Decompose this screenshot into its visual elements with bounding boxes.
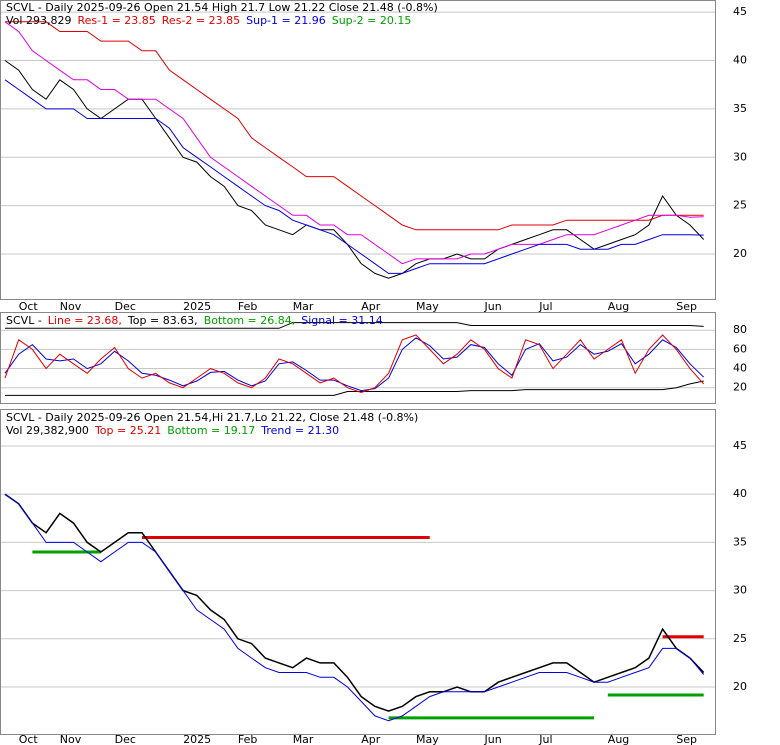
y-tick-label: 80 xyxy=(733,323,747,336)
y-tick-label: 35 xyxy=(733,102,747,115)
panel-frame xyxy=(0,312,716,404)
y-tick-label: 60 xyxy=(733,342,747,355)
header-text: Top = 25.21 xyxy=(94,424,161,437)
header-text: Top = 83.63, xyxy=(127,314,198,327)
x-tick-label: Apr xyxy=(361,300,381,313)
header-text: Bottom = 26.84, xyxy=(204,314,296,327)
x-tick-label: May xyxy=(416,733,439,745)
x-tick-label: May xyxy=(416,300,439,313)
y-tick-label: 20 xyxy=(733,381,747,394)
x-tick-label: Mar xyxy=(293,300,314,313)
x-tick-label: Dec xyxy=(115,300,136,313)
header-text: Bottom = 19.17 xyxy=(167,424,255,437)
header-text: SCVL - Daily 2025-09-26 Open 21.54,Hi 21… xyxy=(6,411,418,424)
y-tick-label: 20 xyxy=(733,680,747,693)
header-text: Sup-1 = 21.96 xyxy=(246,14,326,27)
x-tick-label: Mar xyxy=(293,733,314,745)
header-text: Res-2 = 23.85 xyxy=(162,14,240,27)
x-tick-label: Feb xyxy=(238,733,257,745)
x-tick-label: Oct xyxy=(19,300,39,313)
header-text: Vol 29,382,900 xyxy=(6,424,89,437)
series-line xyxy=(4,60,705,279)
header-text: Vol 293,829 xyxy=(6,14,71,27)
x-tick-label: Nov xyxy=(60,300,82,313)
y-tick-label: 20 xyxy=(733,247,747,260)
series-line xyxy=(5,322,704,329)
y-tick-label: 45 xyxy=(733,5,747,18)
y-tick-label: 25 xyxy=(733,632,747,645)
x-tick-label: Oct xyxy=(19,733,39,745)
panel-frame xyxy=(0,409,716,735)
header-text: Sup-2 = 20.15 xyxy=(332,14,412,27)
header-text: Trend = 21.30 xyxy=(260,424,339,437)
x-tick-label: Aug xyxy=(608,300,629,313)
series-line xyxy=(4,493,705,712)
header-text: Res-1 = 23.85 xyxy=(77,14,155,27)
series-line xyxy=(4,79,704,274)
x-tick-label: Jun xyxy=(484,300,502,313)
y-tick-label: 30 xyxy=(733,584,747,597)
series-line xyxy=(5,380,704,396)
header-text: SCVL - Daily 2025-09-26 Open 21.54 High … xyxy=(6,1,438,14)
series-line xyxy=(4,21,704,265)
panel-frame xyxy=(0,0,716,300)
x-tick-label: Sep xyxy=(676,300,697,313)
x-tick-label: Sep xyxy=(676,733,697,745)
series-line xyxy=(4,334,705,394)
header-text: Signal = 31.14 xyxy=(301,314,383,327)
x-tick-label: Jul xyxy=(538,300,552,313)
y-tick-label: 30 xyxy=(733,150,747,163)
y-tick-label: 40 xyxy=(733,362,747,375)
x-tick-label: Nov xyxy=(60,733,82,745)
header-text: Line = 23.68, xyxy=(48,314,122,327)
y-tick-label: 40 xyxy=(733,53,747,66)
x-tick-label: Dec xyxy=(115,733,136,745)
y-tick-label: 25 xyxy=(733,199,747,212)
x-tick-label: 2025 xyxy=(183,300,211,313)
x-tick-label: Apr xyxy=(361,733,381,745)
y-tick-label: 35 xyxy=(733,535,747,548)
series-line xyxy=(5,21,704,231)
x-tick-label: Jul xyxy=(538,733,552,745)
y-tick-label: 45 xyxy=(733,439,747,452)
header-text: SCVL - xyxy=(6,314,42,327)
x-tick-label: Jun xyxy=(484,733,502,745)
x-tick-label: 2025 xyxy=(183,733,211,745)
series-line xyxy=(4,493,705,722)
x-tick-label: Aug xyxy=(608,733,629,745)
x-tick-label: Feb xyxy=(238,300,257,313)
y-tick-label: 40 xyxy=(733,487,747,500)
